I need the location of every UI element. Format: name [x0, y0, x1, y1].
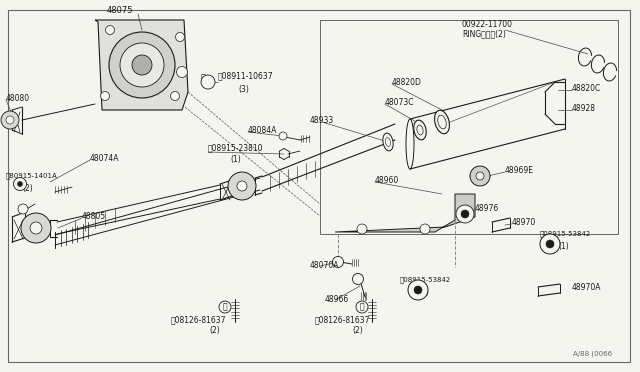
Circle shape: [353, 273, 364, 285]
Circle shape: [356, 301, 368, 313]
Text: (1): (1): [230, 154, 241, 164]
Text: 48970: 48970: [512, 218, 536, 227]
Circle shape: [175, 32, 184, 42]
Text: (1): (1): [558, 241, 569, 250]
Text: Ⓠ80915-1401A: Ⓠ80915-1401A: [6, 173, 58, 179]
Text: ⒱: ⒱: [360, 302, 364, 311]
Text: 48933: 48933: [310, 115, 334, 125]
Text: 48075: 48075: [107, 6, 133, 15]
Text: 48970A: 48970A: [572, 283, 602, 292]
Ellipse shape: [414, 120, 426, 140]
Circle shape: [170, 92, 179, 100]
Circle shape: [414, 286, 422, 294]
Circle shape: [132, 55, 152, 75]
Circle shape: [420, 224, 430, 234]
Text: 48073C: 48073C: [385, 97, 415, 106]
Text: 48805: 48805: [82, 212, 106, 221]
Text: ⒱08126-81637: ⒱08126-81637: [314, 315, 370, 324]
Circle shape: [21, 213, 51, 243]
Ellipse shape: [383, 133, 393, 151]
Circle shape: [408, 280, 428, 300]
Text: ⓝ08911-10637: ⓝ08911-10637: [218, 71, 274, 80]
Text: 48074A: 48074A: [90, 154, 120, 163]
Text: 48820D: 48820D: [392, 77, 422, 87]
Text: Ⓠ08915-53842: Ⓠ08915-53842: [400, 277, 451, 283]
Circle shape: [1, 111, 19, 129]
Bar: [320, 20, 618, 234]
Circle shape: [357, 224, 367, 234]
Circle shape: [546, 240, 554, 248]
Circle shape: [333, 257, 344, 267]
Circle shape: [219, 301, 231, 313]
Circle shape: [177, 67, 188, 77]
Circle shape: [100, 92, 109, 100]
Text: ⒱: ⒱: [223, 302, 227, 311]
Ellipse shape: [385, 138, 390, 147]
Text: A/88 (0066: A/88 (0066: [573, 351, 612, 357]
Text: RINGリング(2): RINGリング(2): [462, 29, 506, 38]
Circle shape: [109, 32, 175, 98]
Circle shape: [120, 43, 164, 87]
Ellipse shape: [417, 125, 423, 135]
Circle shape: [279, 132, 287, 140]
Text: 48966: 48966: [325, 295, 349, 305]
Ellipse shape: [438, 115, 446, 129]
Circle shape: [6, 116, 14, 124]
Circle shape: [228, 172, 256, 200]
Circle shape: [470, 166, 490, 186]
Circle shape: [106, 26, 115, 35]
Text: (2): (2): [353, 326, 364, 334]
Circle shape: [30, 222, 42, 234]
Text: 00922-11700: 00922-11700: [462, 19, 513, 29]
Text: 48080: 48080: [6, 93, 30, 103]
Circle shape: [17, 182, 22, 186]
Text: 48976: 48976: [475, 203, 499, 212]
Ellipse shape: [406, 119, 414, 169]
Text: ⓝ: ⓝ: [201, 74, 206, 83]
Text: (3): (3): [238, 84, 249, 93]
Circle shape: [456, 205, 474, 223]
Circle shape: [201, 75, 215, 89]
Circle shape: [540, 234, 560, 254]
Text: Ⓠ08915-53842: Ⓠ08915-53842: [540, 231, 591, 237]
Text: 48928: 48928: [572, 103, 596, 112]
Text: (1): (1): [418, 288, 429, 296]
Text: 48969E: 48969E: [505, 166, 534, 174]
Circle shape: [461, 210, 469, 218]
Text: 48960: 48960: [375, 176, 399, 185]
Circle shape: [13, 177, 26, 190]
Polygon shape: [95, 20, 188, 110]
Text: 48820C: 48820C: [572, 83, 601, 93]
Circle shape: [476, 172, 484, 180]
Text: 48084A: 48084A: [248, 125, 277, 135]
Text: ⒱08126-81637: ⒱08126-81637: [170, 315, 226, 324]
Ellipse shape: [435, 110, 449, 134]
Text: (2): (2): [210, 326, 220, 334]
Polygon shape: [335, 194, 475, 232]
Text: ⓜ08915-23810: ⓜ08915-23810: [208, 144, 264, 153]
Text: 48070A: 48070A: [310, 262, 339, 270]
Circle shape: [18, 204, 28, 214]
Text: (2): (2): [22, 183, 33, 192]
Circle shape: [237, 181, 247, 191]
